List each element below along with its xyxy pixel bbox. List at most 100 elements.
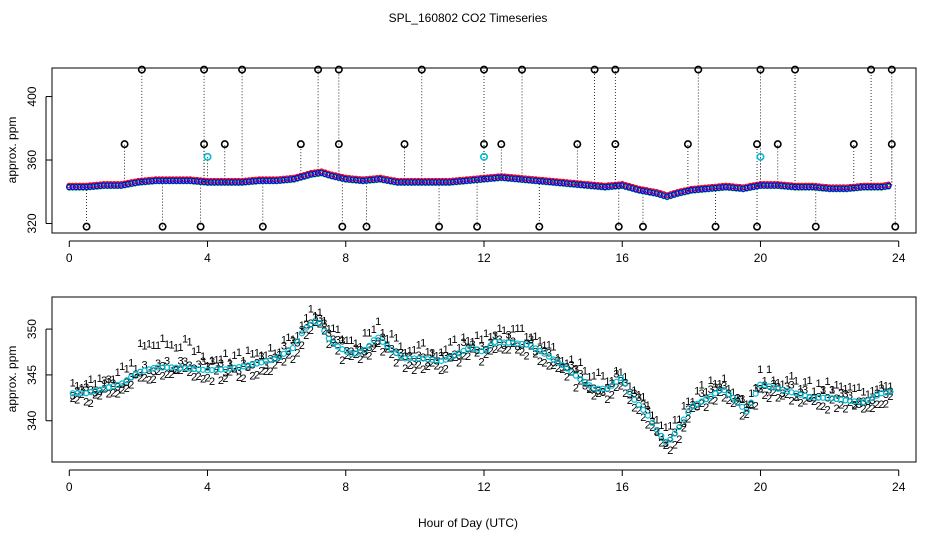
low-flag-marker	[535, 222, 544, 231]
top-point-series-3	[885, 182, 892, 190]
bottom-point-series-1: 1	[613, 365, 619, 377]
bottom-point-series-2: 2	[164, 369, 170, 381]
top-point-series-3	[819, 184, 826, 192]
low-flag-marker	[811, 222, 820, 231]
bottom-point-series-3: 3	[357, 344, 363, 356]
bottom-point-series-2: 2	[604, 394, 610, 406]
top-point-series-3	[591, 182, 598, 190]
bottom-point-series-3: 3	[604, 383, 610, 395]
bottom-smoothed-point	[280, 350, 287, 357]
top-point-series-3	[598, 183, 605, 190]
bottom-data-points: 1231231231231231231231231231231231231231…	[69, 304, 894, 457]
bottom-smoothed-point	[541, 350, 548, 357]
bottom-point-series-1: 1	[218, 354, 224, 366]
mid-flag-marker	[296, 140, 305, 149]
bottom-point-series-2: 2	[505, 345, 511, 357]
bottom-point-series-2: 2	[474, 348, 480, 360]
bottom-point-series-3: 3	[636, 392, 642, 404]
top-point-series-3	[522, 176, 529, 183]
top-axes: 0 4 8 12 16 20 24 320 360 400	[25, 86, 906, 265]
bottom-point-series-1: 1	[97, 373, 103, 385]
bottom-point-series-1: 1	[672, 414, 678, 426]
bottom-point-series-1: 1	[443, 344, 449, 356]
bottom-point-series-3: 3	[434, 355, 440, 367]
top-point-series-3	[411, 178, 419, 186]
bottom-point-series-2: 2	[878, 399, 884, 411]
bottom-smoothed-point	[748, 399, 755, 406]
top-point-series-3	[200, 178, 208, 186]
top-x-tick-label: 4	[204, 251, 211, 265]
bottom-point-series-2: 2	[249, 371, 255, 383]
bottom-point-series-3: 3	[133, 370, 139, 382]
top-point-series-3	[771, 182, 778, 189]
bottom-smoothed-point	[676, 423, 683, 431]
bottom-point-series-1: 1	[631, 385, 637, 397]
bottom-point-series-3: 3	[887, 386, 893, 398]
bottom-point-series-3: 3	[218, 358, 224, 370]
top-point-series-3	[726, 184, 733, 191]
bottom-point-series-1: 1	[514, 323, 520, 335]
top-point-series-3	[542, 178, 550, 185]
top-point-series-3	[826, 185, 833, 192]
bottom-smoothed-point	[550, 356, 557, 363]
bottom-point-series-2: 2	[523, 351, 529, 363]
top-point-series-3	[335, 174, 343, 181]
bottom-point-series-3: 3	[591, 383, 597, 395]
bottom-point-series-2: 2	[519, 346, 525, 358]
bottom-point-series-1: 1	[173, 342, 179, 354]
bottom-point-series-1: 1	[70, 377, 76, 389]
bottom-point-series-3: 3	[200, 356, 206, 368]
top-point-series-3	[173, 177, 180, 184]
top-point-series-3	[380, 176, 388, 183]
bottom-point-series-3: 3	[195, 359, 201, 371]
bottom-point-series-1: 1	[523, 332, 529, 344]
bottom-point-series-3: 3	[119, 379, 125, 391]
bottom-point-series-3: 3	[532, 346, 538, 358]
bottom-point-series-3: 3	[780, 388, 786, 400]
bottom-point-series-1: 1	[155, 340, 161, 352]
bottom-point-series-2: 2	[874, 399, 880, 411]
bottom-point-series-3: 3	[672, 427, 678, 439]
bottom-point-series-3: 3	[649, 416, 655, 428]
bottom-smoothed-point	[671, 430, 678, 437]
bottom-point-series-2: 2	[528, 340, 534, 352]
bottom-point-series-1: 1	[640, 392, 646, 404]
top-point-series-3	[722, 183, 730, 191]
top-point-series-3	[425, 178, 432, 186]
bottom-point-series-3: 3	[443, 350, 449, 362]
bottom-point-series-3: 3	[407, 351, 413, 363]
bottom-point-series-2: 2	[438, 365, 444, 377]
bottom-point-series-1: 1	[142, 340, 148, 352]
bottom-point-series-1: 1	[492, 331, 498, 343]
top-point-series-3	[867, 183, 875, 191]
bottom-smoothed-point	[752, 390, 759, 397]
bottom-smoothed-point	[554, 359, 562, 366]
bottom-point-series-3: 3	[411, 356, 417, 368]
top-plot-frame	[51, 67, 917, 234]
bottom-point-series-3: 3	[811, 393, 817, 405]
bottom-smoothed-point	[617, 374, 624, 382]
bottom-point-series-3: 3	[757, 383, 763, 395]
bottom-point-series-1: 1	[245, 345, 251, 357]
bottom-point-series-2: 2	[887, 391, 893, 403]
bottom-point-series-1: 1	[312, 311, 318, 323]
bottom-smoothed-point	[370, 337, 377, 344]
bottom-point-series-1: 1	[389, 329, 395, 341]
top-point-series-3	[328, 172, 336, 180]
bottom-point-series-1: 1	[258, 350, 264, 362]
bottom-point-series-1: 1	[263, 350, 269, 362]
bottom-point-series-2: 2	[860, 404, 866, 416]
bottom-point-series-2: 2	[883, 398, 889, 410]
bottom-point-series-3: 3	[564, 362, 570, 374]
bottom-point-series-1: 1	[600, 370, 606, 382]
bottom-smoothed-point	[581, 379, 589, 386]
bottom-point-series-3: 3	[389, 344, 395, 356]
bottom-point-series-1: 1	[209, 355, 215, 367]
bottom-point-series-2: 2	[398, 351, 404, 363]
top-point-series-3	[390, 178, 398, 185]
bottom-point-series-1: 1	[568, 354, 574, 366]
top-point-series-3	[781, 182, 788, 190]
top-point-series-3	[114, 182, 121, 189]
bottom-point-series-1: 1	[793, 375, 799, 387]
bottom-y-axis-label: approx. ppm	[5, 346, 19, 413]
